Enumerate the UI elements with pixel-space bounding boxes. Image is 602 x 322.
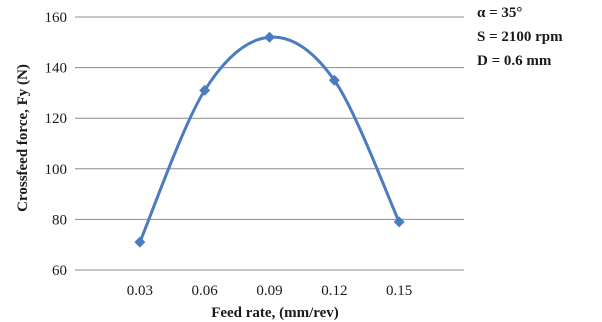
data-point-marker bbox=[199, 84, 211, 96]
data-point-marker bbox=[264, 31, 275, 43]
y-tick-label: 120 bbox=[45, 111, 68, 127]
data-point-marker bbox=[393, 216, 405, 228]
y-axis-label: Crossfeed force, Fy (N) bbox=[15, 64, 31, 212]
y-tick-labels: 60 80 100 120 140 160 bbox=[45, 10, 68, 279]
annotation-depth: D = 0.6 mm bbox=[477, 53, 552, 69]
data-point-marker bbox=[134, 236, 146, 248]
annotation-angle: α = 35° bbox=[477, 5, 523, 21]
y-tick-label: 60 bbox=[52, 263, 67, 279]
x-tick-label: 0.06 bbox=[192, 283, 219, 299]
x-tick-label: 0.09 bbox=[256, 283, 282, 299]
gridlines bbox=[75, 16, 464, 220]
x-tick-label: 0.12 bbox=[321, 283, 347, 299]
y-tick-label: 100 bbox=[45, 162, 68, 178]
y-tick-label: 140 bbox=[45, 61, 68, 77]
y-tick-label: 80 bbox=[52, 212, 67, 228]
series-markers bbox=[134, 31, 405, 248]
x-tick-label: 0.03 bbox=[127, 283, 153, 299]
data-point-marker bbox=[328, 74, 340, 86]
x-axis-label: Feed rate, (mm/rev) bbox=[211, 305, 339, 321]
x-tick-label: 0.15 bbox=[386, 283, 412, 299]
y-tick-label: 160 bbox=[45, 10, 68, 26]
x-tick-labels: 0.03 0.06 0.09 0.12 0.15 bbox=[127, 283, 413, 299]
annotation-speed: S = 2100 rpm bbox=[477, 29, 563, 45]
